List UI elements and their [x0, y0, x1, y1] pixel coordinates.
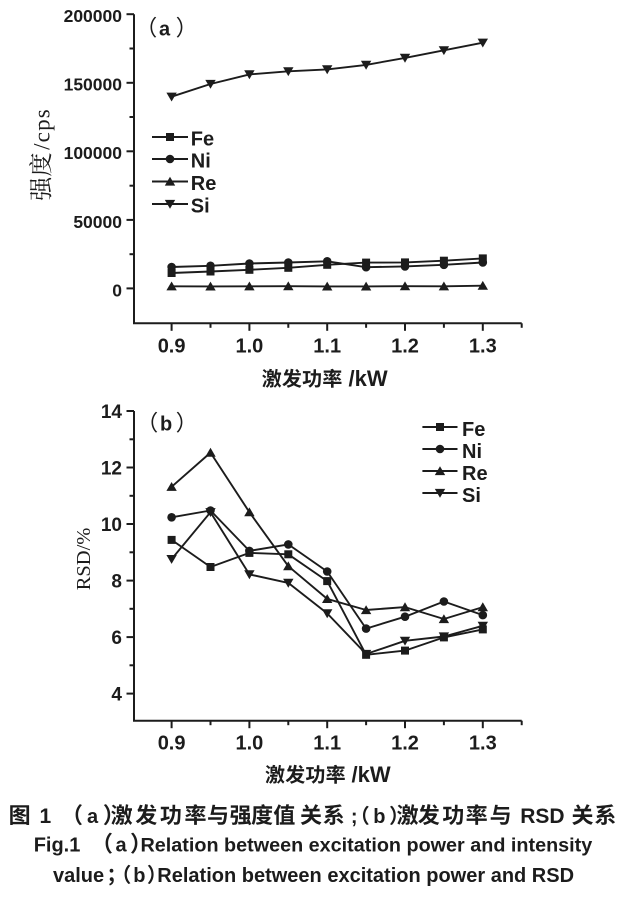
svg-text:RSD/%: RSD/%	[73, 528, 95, 591]
svg-text:1.1: 1.1	[313, 336, 341, 358]
svg-text:Fig.1: Fig.1	[34, 835, 81, 857]
svg-text:Fe: Fe	[462, 419, 485, 441]
svg-text:150000: 150000	[64, 75, 123, 95]
svg-text:Si: Si	[462, 485, 481, 507]
svg-text:a: a	[87, 806, 99, 828]
svg-text:1: 1	[40, 805, 52, 828]
svg-text:Ni: Ni	[462, 441, 482, 463]
svg-text:10: 10	[101, 515, 122, 536]
svg-text:200000: 200000	[64, 6, 123, 26]
svg-text:1.0: 1.0	[235, 732, 263, 754]
svg-text:0: 0	[112, 280, 122, 300]
svg-text:4: 4	[111, 685, 122, 706]
svg-text:/kW: /kW	[349, 366, 388, 391]
svg-text:1.3: 1.3	[469, 336, 497, 358]
svg-text:RSD: RSD	[520, 805, 564, 828]
svg-text:12: 12	[101, 458, 122, 479]
svg-text:6: 6	[111, 628, 122, 649]
svg-text:b: b	[133, 865, 145, 887]
svg-text:a: a	[159, 19, 171, 41]
svg-text:Relation between excitation po: Relation between excitation power and in…	[141, 835, 593, 857]
svg-text:Si: Si	[191, 196, 210, 218]
svg-text:1.2: 1.2	[391, 732, 419, 754]
svg-text:b: b	[160, 414, 172, 436]
svg-text:0.9: 0.9	[158, 336, 186, 358]
svg-text:Relation between excitation po: Relation between excitation power and RS…	[157, 865, 574, 887]
svg-text:a: a	[116, 835, 128, 857]
svg-text:1.2: 1.2	[391, 336, 419, 358]
svg-text:1.3: 1.3	[469, 732, 497, 754]
svg-text:0.9: 0.9	[158, 732, 186, 754]
svg-text:1.1: 1.1	[313, 732, 341, 754]
svg-text:b: b	[373, 806, 385, 828]
svg-text:;: ;	[351, 806, 358, 828]
svg-text:Re: Re	[462, 463, 488, 485]
svg-text:1.0: 1.0	[235, 336, 263, 358]
svg-text:8: 8	[111, 572, 122, 593]
svg-text:Ni: Ni	[191, 151, 211, 173]
svg-text:value: value	[53, 865, 104, 887]
svg-text:50000: 50000	[73, 212, 122, 232]
svg-text:Fe: Fe	[191, 129, 214, 151]
svg-text:Re: Re	[191, 173, 217, 195]
svg-text:14: 14	[101, 402, 123, 423]
svg-text:/cps: /cps	[30, 108, 55, 150]
svg-text:100000: 100000	[64, 143, 123, 163]
svg-text:/kW: /kW	[352, 762, 391, 787]
